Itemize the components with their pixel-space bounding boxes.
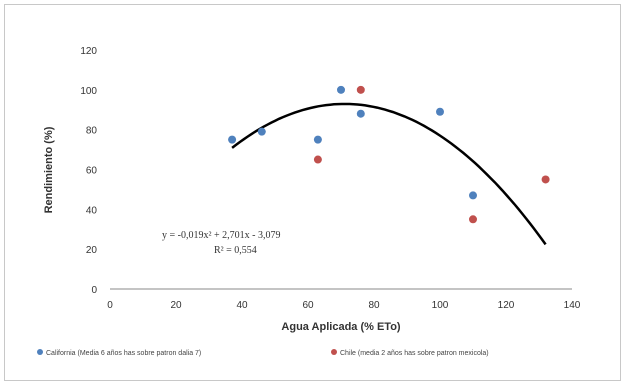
y-tick-label: 60 bbox=[86, 166, 98, 177]
trend-equation: y = -0,019x² + 2,701x - 3,079 bbox=[162, 230, 280, 241]
data-point-chile bbox=[313, 155, 322, 164]
y-tick-label: 100 bbox=[80, 86, 97, 97]
data-point-california bbox=[436, 107, 444, 116]
y-tick-label: 80 bbox=[86, 126, 98, 137]
x-tick-label: 0 bbox=[107, 300, 113, 311]
y-axis-title: Rendimiento (%) bbox=[43, 126, 55, 213]
data-point-chile bbox=[469, 215, 477, 224]
data-point-chile bbox=[356, 85, 365, 94]
chart-frame bbox=[4, 4, 621, 381]
y-tick-label: 20 bbox=[86, 245, 98, 256]
y-axis-ticks: 0 20 40 60 80 100 120 bbox=[80, 46, 97, 296]
y-tick-label: 40 bbox=[86, 205, 98, 216]
data-point-california bbox=[313, 135, 322, 144]
legend-label-california: California (Media 6 años has sobre patro… bbox=[46, 350, 201, 357]
legend-marker-chile bbox=[331, 349, 337, 355]
x-tick-label: 40 bbox=[236, 300, 248, 311]
x-axis-ticks: 0 20 40 60 80 100 120 140 bbox=[107, 300, 581, 311]
x-tick-label: 80 bbox=[368, 300, 380, 311]
x-tick-label: 60 bbox=[302, 300, 314, 311]
x-tick-label: 20 bbox=[170, 300, 182, 311]
r-squared-label: R² = 0,554 bbox=[214, 245, 257, 256]
legend: California (Media 6 años has sobre patro… bbox=[37, 349, 489, 357]
legend-marker-california bbox=[37, 349, 43, 355]
y-tick-label: 0 bbox=[91, 285, 97, 296]
x-tick-label: 140 bbox=[564, 300, 581, 311]
legend-label-chile: Chile (media 2 años has sobre patron mex… bbox=[340, 350, 489, 357]
data-point-california bbox=[337, 85, 345, 94]
y-tick-label: 120 bbox=[80, 46, 97, 57]
data-point-california bbox=[257, 127, 266, 136]
data-points bbox=[228, 85, 550, 224]
data-point-california bbox=[356, 109, 365, 118]
data-point-california bbox=[228, 135, 237, 144]
data-point-california bbox=[469, 191, 477, 200]
trendline bbox=[231, 102, 547, 246]
data-point-chile bbox=[541, 175, 550, 184]
x-tick-label: 100 bbox=[432, 300, 449, 311]
x-tick-label: 120 bbox=[498, 300, 515, 311]
x-axis-title: Agua Aplicada (% ETo) bbox=[281, 321, 401, 333]
